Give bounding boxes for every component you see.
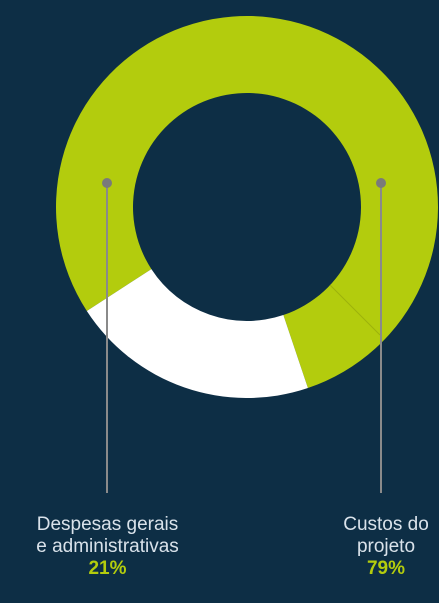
label-admin-expenses: Despesas gerais e administrativas 21% — [0, 514, 215, 580]
label-custos-percent: 79% — [366, 558, 406, 579]
slice-project-costs — [56, 15, 439, 389]
label-project-costs: Custos do projeto 79% — [316, 514, 439, 580]
leader-custos-dot — [376, 178, 386, 188]
slice-admin-expenses — [86, 269, 308, 398]
label-admin-line1: Despesas gerais — [36, 514, 179, 535]
leader-admin-dot — [102, 178, 112, 188]
label-admin-percent: 21% — [88, 558, 127, 579]
label-admin-line2: e administrativas — [36, 536, 179, 557]
label-custos-line2: projeto — [356, 536, 416, 557]
label-custos-line1: Custos do — [343, 514, 429, 535]
slice-separator — [329, 284, 381, 336]
